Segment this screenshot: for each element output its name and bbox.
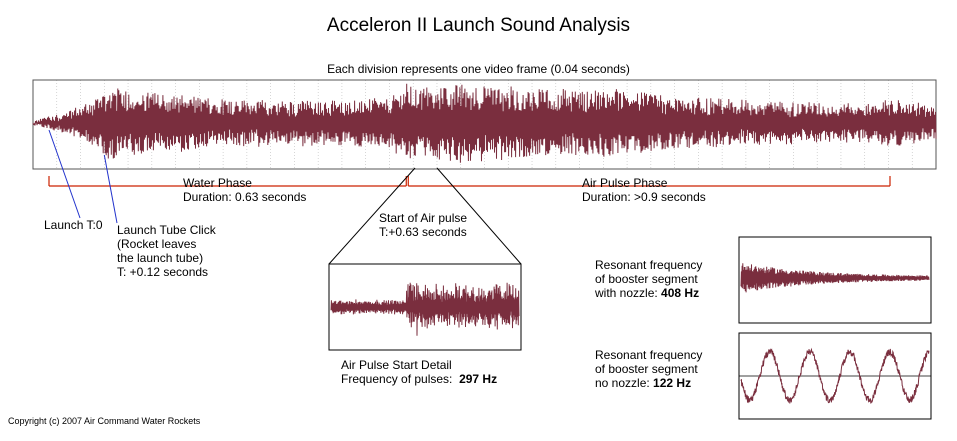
no-nozzle-resonance-trace: [740, 347, 930, 404]
nozzle-caption-line-2: of booster segment: [595, 272, 698, 286]
tube-click-annotation-line-1: Launch Tube Click: [117, 223, 216, 237]
air-pulse-start-annotation-line-1: Start of Air pulse: [379, 211, 468, 225]
detail-caption-line-2: Frequency of pulses: 297 Hz: [341, 372, 497, 386]
tube-click-annotation-line-4: T: +0.12 seconds: [117, 265, 209, 279]
copyright-notice: Copyright (c) 2007 Air Command Water Roc…: [8, 416, 201, 426]
annotation-pointers: [48, 129, 118, 224]
main-waveform-trace: [32, 83, 937, 163]
nozzle-frequency-value: 408 Hz: [661, 286, 700, 300]
no-nozzle-frequency-value: 122 Hz: [653, 376, 692, 390]
nozzle-caption-line-1: Resonant frequency: [595, 258, 703, 272]
tube-click-pointer: [103, 154, 118, 224]
detail-caption-line-1: Air Pulse Start Detail: [341, 358, 452, 372]
detail-caption-prefix: Frequency of pulses:: [341, 372, 453, 386]
nozzle-caption-prefix: with nozzle:: [595, 286, 658, 300]
air-pulse-start-annotation-line-2: T:+0.63 seconds: [379, 225, 467, 239]
no-nozzle-caption-line-1: Resonant frequency: [595, 348, 703, 362]
nozzle-resonance-trace: [740, 263, 930, 293]
zoom-line-left: [328, 167, 416, 265]
launch-annotation: Launch T:0: [44, 218, 103, 232]
air-pulse-detail-trace: [330, 282, 520, 336]
tube-click-annotation-line-2: (Rocket leaves: [117, 237, 197, 251]
air-pulse-phase-duration: Duration: >0.9 seconds: [582, 190, 706, 204]
tube-click-annotation-line-3: the launch tube): [117, 251, 204, 265]
air-pulse-phase-label: Air Pulse Phase: [582, 176, 668, 190]
nozzle-caption-line-3: with nozzle: 408 Hz: [595, 286, 699, 300]
chart-subtitle: Each division represents one video frame…: [327, 62, 630, 76]
zoom-line-right: [436, 167, 522, 265]
launch-pointer: [48, 129, 81, 219]
no-nozzle-caption-line-3: no nozzle: 122 Hz: [595, 376, 691, 390]
water-phase-duration: Duration: 0.63 seconds: [183, 190, 307, 204]
detail-frequency-value: 297 Hz: [459, 372, 498, 386]
chart-title: Acceleron II Launch Sound Analysis: [326, 15, 631, 36]
phase-bracket: [407, 176, 891, 187]
water-phase-label: Water Phase: [183, 176, 252, 190]
phase-brackets: [48, 176, 891, 187]
no-nozzle-caption-line-2: of booster segment: [595, 362, 698, 376]
no-nozzle-caption-prefix: no nozzle:: [595, 376, 650, 390]
